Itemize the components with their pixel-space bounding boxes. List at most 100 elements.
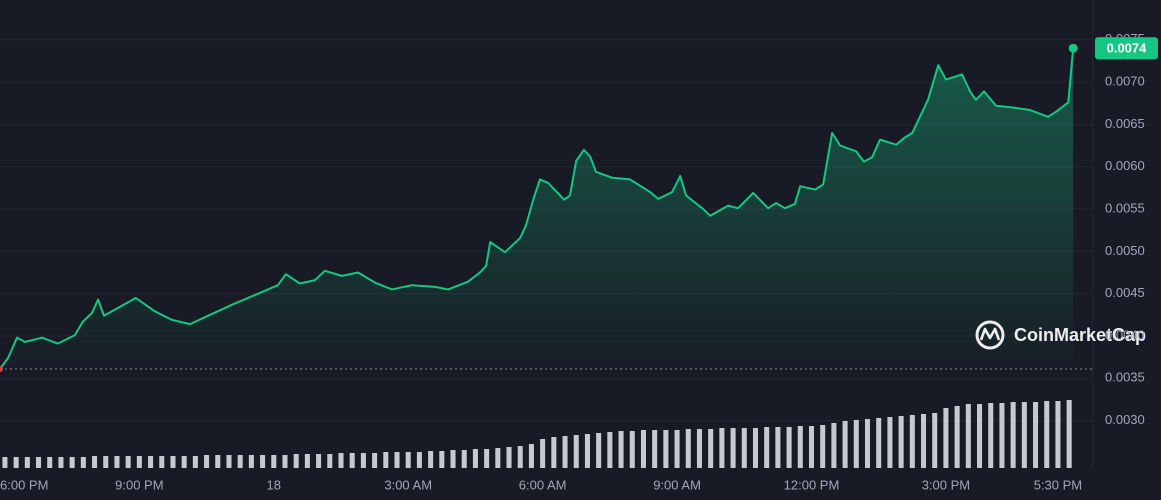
price-badge-bg: [1095, 37, 1158, 60]
volume-bar: [136, 456, 142, 468]
volume-bar: [752, 428, 759, 468]
volume-bar: [1066, 400, 1072, 468]
y-tick-label: 0.0050: [1105, 243, 1145, 258]
price-area: [0, 48, 1074, 369]
x-tick-label: 9:00 AM: [653, 477, 701, 492]
volume-bar: [965, 404, 971, 468]
volume-bar: [327, 454, 333, 468]
volume-bar: [416, 452, 422, 468]
volume-bar: [943, 408, 949, 468]
volume-bar: [24, 457, 30, 468]
volume-bar: [439, 451, 445, 468]
volume-bar: [1021, 402, 1027, 468]
volume-bar: [293, 454, 299, 468]
volume-bar: [988, 403, 994, 468]
volume-bar: [808, 426, 815, 468]
volume-bar: [114, 456, 120, 468]
volume-bar: [125, 456, 131, 468]
y-tick-label: 0.0070: [1105, 74, 1145, 89]
x-tick-label: 9:00 PM: [115, 477, 163, 492]
last-price-dot: [1068, 43, 1078, 53]
volume-bar: [338, 453, 344, 468]
volume-bar: [159, 456, 165, 468]
volume-bar: [349, 453, 355, 468]
y-tick-label: 0.0060: [1105, 158, 1145, 173]
volume-bar: [506, 447, 512, 468]
volume-bar: [584, 434, 590, 468]
volume-bar: [551, 437, 557, 468]
volume-bar: [977, 404, 983, 468]
volume-bar: [775, 427, 781, 468]
volume-bar: [248, 455, 254, 468]
watermark-logo: [975, 320, 1005, 350]
volume-bar: [13, 457, 19, 468]
y-tick-label: 0.0030: [1105, 412, 1145, 427]
volume-bar: [741, 428, 747, 468]
volume-bar: [47, 457, 53, 468]
volume-bar: [920, 414, 927, 468]
volume-bar: [954, 406, 960, 468]
volume-bar: [708, 429, 714, 468]
start-dot: [0, 365, 3, 372]
volume-bar: [282, 455, 288, 468]
volume-bar: [786, 427, 792, 468]
volume-bar: [2, 457, 8, 468]
volume-bar: [640, 430, 646, 468]
watermark-text: CoinMarketCap: [1014, 325, 1146, 345]
volume-bar: [528, 444, 534, 468]
volume-bar: [58, 457, 64, 468]
volume-bar: [876, 418, 882, 468]
volume-bar: [495, 448, 501, 468]
volume-bar: [80, 457, 86, 468]
volume-bar: [69, 457, 75, 468]
volume-bar: [360, 453, 366, 468]
volume-bar: [316, 454, 322, 468]
x-tick-label: 3:00 PM: [922, 477, 970, 492]
volume-bars: [2, 400, 1072, 468]
volume-bar: [472, 449, 478, 468]
volume-bar: [226, 455, 232, 468]
volume-bar: [237, 455, 243, 468]
volume-bar: [304, 454, 310, 468]
volume-bar: [1010, 402, 1016, 468]
volume-bar: [663, 430, 669, 468]
volume-bar: [898, 416, 904, 468]
price-badge-label: 0.0074: [1107, 41, 1148, 56]
volume-bar: [607, 432, 613, 468]
x-tick-label: 6:00 AM: [519, 477, 567, 492]
volume-bar: [842, 421, 848, 468]
volume-bar: [540, 439, 546, 468]
watermark: CoinMarketCap: [975, 320, 1146, 350]
volume-bar: [103, 456, 109, 468]
volume-bar: [148, 456, 154, 468]
y-tick-label: 0.0035: [1105, 370, 1145, 385]
volume-bar: [181, 456, 187, 468]
volume-bar: [204, 455, 210, 468]
y-tick-label: 0.0045: [1105, 285, 1145, 300]
volume-bar: [887, 417, 893, 468]
volume-bar: [517, 446, 523, 468]
volume-bar: [484, 449, 490, 468]
volume-bar: [853, 420, 859, 468]
volume-bar: [932, 413, 938, 468]
volume-bar: [696, 429, 702, 468]
watermark-logo-mark: [979, 327, 1001, 341]
y-tick-label: 0.0040: [1105, 327, 1145, 342]
volume-bar: [797, 426, 803, 468]
volume-bar: [685, 429, 691, 468]
volume-bar: [652, 430, 658, 468]
volume-bar: [820, 425, 826, 468]
volume-bar: [394, 452, 400, 468]
volume-bar: [461, 450, 467, 468]
volume-bar: [674, 430, 680, 468]
volume-bar: [864, 419, 871, 468]
volume-bar: [596, 433, 602, 468]
volume-bar: [428, 451, 434, 468]
x-tick-label: 12:00 PM: [784, 477, 840, 492]
x-tick-label: 18: [267, 477, 281, 492]
volume-bar: [372, 453, 378, 468]
volume-bar: [629, 431, 635, 468]
volume-bar: [215, 455, 221, 468]
